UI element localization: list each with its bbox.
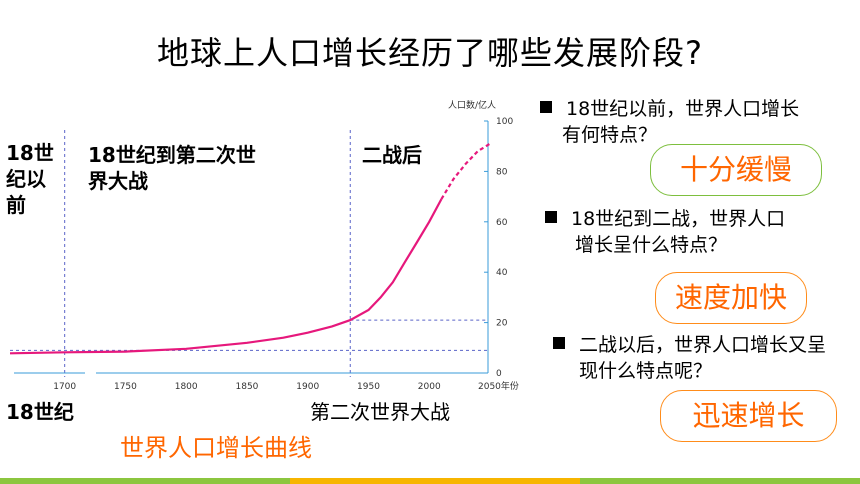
curves	[9, 142, 491, 355]
era-label-18-to-ww2: 18世纪到第二次世 界大战	[88, 143, 256, 193]
x-tick-label: 1850	[236, 382, 259, 392]
bar-segment-green-2	[580, 478, 860, 484]
population-curve-solid	[9, 198, 443, 355]
era-label-before-18: 18世 纪以前	[6, 141, 54, 217]
answer-1: 十分缓慢	[650, 144, 822, 196]
answer-2: 速度加快	[655, 272, 807, 324]
x-tick-label: 2000	[418, 382, 441, 392]
bar-segment-yellow	[290, 478, 580, 484]
reference-lines	[10, 130, 488, 377]
bullet-icon	[540, 101, 552, 113]
label-18th-century: 18世纪	[6, 400, 74, 424]
bullet-icon	[545, 211, 557, 223]
y-tick-label: 0	[496, 369, 502, 379]
question-2: 18世纪到二战，世界人口 增长呈什么特点？	[545, 206, 845, 258]
bullet-icon	[553, 337, 565, 349]
answer-3: 迅速增长	[660, 390, 837, 442]
population-curve-dashed	[440, 142, 491, 200]
chart-caption: 世界人口增长曲线	[120, 434, 312, 462]
question-1: 18世纪以前，世界人口增长 有何特点？	[540, 96, 850, 148]
era-label-after-ww2: 二战后	[362, 143, 422, 167]
label-ww2: 第二次世界大战	[310, 400, 450, 424]
bar-segment-green	[0, 478, 290, 484]
y-tick-label: 60	[496, 218, 508, 228]
x-tick-label-last: 2050年份	[478, 380, 519, 392]
y-tick-label: 40	[496, 268, 508, 278]
x-tick-label: 1950	[357, 382, 380, 392]
x-tick-label: 1700	[53, 382, 76, 392]
bottom-color-bar	[0, 478, 860, 484]
y-tick-label: 80	[496, 167, 508, 177]
y-tick-label: 20	[496, 319, 508, 329]
x-tick-label: 1750	[114, 382, 137, 392]
x-tick-label: 1800	[175, 382, 198, 392]
y-tick-label: 100	[496, 117, 513, 127]
x-tick-label: 1900	[296, 382, 319, 392]
page-title: 地球上人口增长经历了哪些发展阶段?	[157, 34, 703, 72]
y-axis-title: 人口数/亿人	[448, 99, 496, 111]
question-3: 二战以后，世界人口增长又呈 现什么特点呢？	[553, 332, 853, 384]
x-axis: 1700 1750 1800 1850 1900 1950 2000 2050年份	[14, 372, 519, 392]
